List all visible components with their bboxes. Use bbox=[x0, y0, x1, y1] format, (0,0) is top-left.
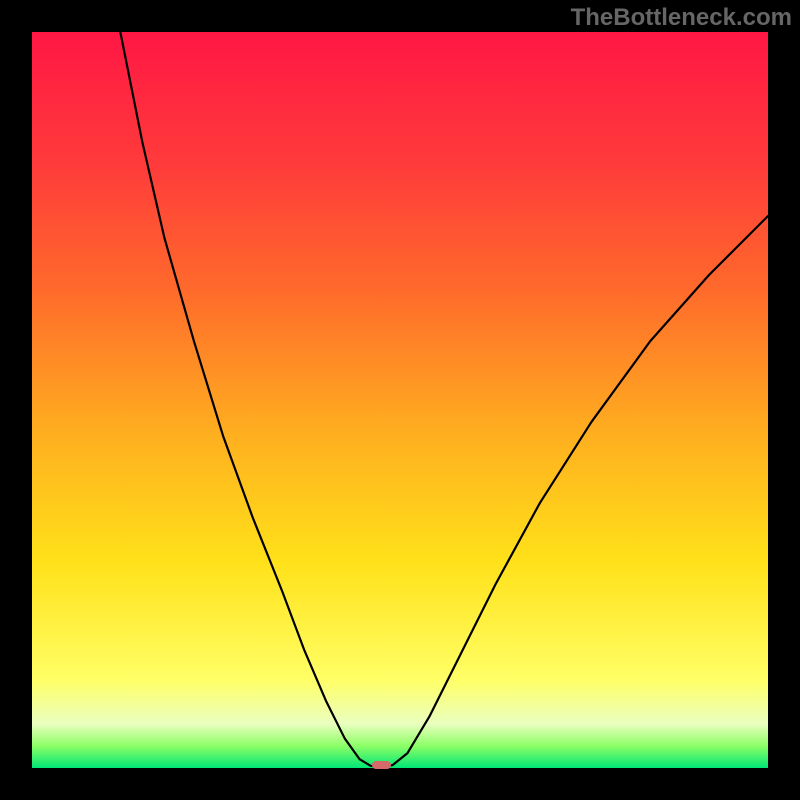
plot-area bbox=[32, 32, 768, 768]
bottleneck-curve bbox=[32, 32, 768, 768]
optimal-point-marker bbox=[372, 761, 390, 770]
chart-frame: TheBottleneck.com bbox=[0, 0, 800, 800]
watermark-text: TheBottleneck.com bbox=[571, 4, 792, 32]
